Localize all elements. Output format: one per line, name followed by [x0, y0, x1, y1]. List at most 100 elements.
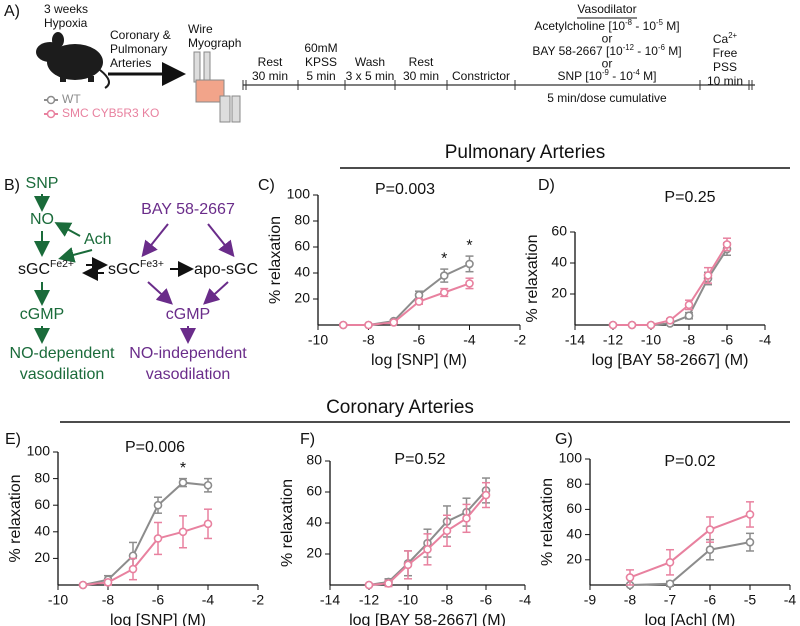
diagram-node: NO-independent — [129, 345, 247, 362]
arrow — [141, 223, 169, 258]
y-axis-label: % relaxation — [524, 234, 541, 322]
text-line: Acetylcholine [10-8 - 10-5 M] — [534, 18, 679, 34]
data-point — [439, 288, 449, 297]
text-part: - 10 — [634, 44, 658, 58]
series-line — [343, 262, 470, 326]
arrow — [54, 222, 81, 237]
series-line — [82, 481, 209, 586]
annotation: P=0.006 — [125, 439, 185, 456]
data-point — [705, 545, 715, 555]
panel-label: D) — [538, 177, 555, 194]
y-tick-label: 20 — [306, 545, 322, 561]
diagram-node: cGMP — [20, 306, 64, 323]
data-point — [705, 525, 715, 534]
data-point — [665, 579, 675, 589]
superscript: 2+ — [728, 31, 737, 40]
chart: E) P=0.006 20 40 60 80 100 -10 -8 -6 -4 -2 log [SNP]… — [5, 431, 264, 626]
myograph-label: Myograph — [188, 36, 241, 50]
superscript: -4 — [633, 68, 641, 77]
x-axis-label: log [BAY 58-2667] (M) — [592, 352, 749, 369]
text-part: SNP [10 — [557, 69, 602, 83]
section-title: Pulmonary Arteries — [445, 142, 606, 163]
series-line — [629, 513, 751, 579]
series-line — [613, 248, 728, 326]
x-tick-label: -8 — [624, 592, 637, 608]
x-tick-label: -8 — [362, 332, 375, 348]
text-line: Constrictor — [452, 69, 510, 83]
diagram-node: apo-sGC — [194, 261, 258, 278]
y-tick-label: 60 — [566, 500, 582, 516]
diagram-node: sGCFe2+ — [18, 259, 74, 278]
y-tick-label: 20 — [34, 549, 50, 565]
diagram-node: cGMP — [166, 306, 210, 323]
significance-star: * — [441, 250, 447, 267]
annotation: P=0.003 — [375, 181, 435, 198]
data-point — [646, 320, 656, 330]
arteries-label: Pulmonary — [110, 42, 167, 56]
superscript: -8 — [625, 18, 632, 27]
legend-swatch — [46, 95, 56, 105]
x-tick-label: -7 — [664, 592, 677, 608]
data-point — [414, 297, 424, 306]
legend-label: WT — [62, 92, 81, 106]
data-point — [403, 560, 413, 570]
data-point — [722, 240, 732, 249]
diagram-node: vasodilation — [20, 366, 105, 383]
data-point — [481, 490, 491, 500]
x-tick-label: -8 — [102, 592, 115, 608]
text-line: Free — [713, 46, 738, 60]
arteries-label: Arteries — [110, 56, 151, 70]
chart: D) P=0.25 20 40 60 -14 -12 -10 -8 -6 -4 log [BAY 58… — [524, 177, 771, 369]
text-part: - 10 — [609, 69, 633, 83]
y-axis-label: % relaxation — [539, 478, 556, 566]
superscript: -9 — [602, 68, 609, 77]
data-point — [103, 578, 113, 587]
myograph-label: Wire — [188, 22, 213, 36]
y-tick-label: 40 — [34, 523, 50, 539]
diagram-node: sGCFe3+ — [108, 259, 164, 278]
text-part: - 10 — [632, 19, 656, 33]
text-line: Rest — [258, 55, 283, 69]
diagram-node: BAY 58-2667 — [141, 201, 235, 218]
x-tick-label: -10 — [641, 332, 661, 348]
data-point — [153, 500, 163, 510]
data-point — [442, 526, 452, 536]
y-tick-label: 60 — [551, 223, 567, 239]
data-point — [627, 320, 637, 330]
data-point — [423, 545, 432, 554]
text-part: M] — [640, 69, 657, 83]
text-line: 3 x 5 min — [346, 69, 395, 83]
y-tick-label: 80 — [566, 475, 582, 491]
x-tick-label: -12 — [603, 332, 623, 348]
chart: C) P=0.003 20 40 60 80 100 -10 -8 -6 -4 -2 log [SNP]… — [258, 177, 526, 369]
y-tick-label: 60 — [34, 496, 50, 512]
x-tick-label: -2 — [252, 592, 265, 608]
data-point — [384, 579, 393, 588]
data-point — [684, 311, 694, 321]
text-part: or — [602, 57, 613, 71]
x-axis-label: log [Ach] (M) — [645, 612, 736, 626]
y-axis-label: % relaxation — [267, 216, 284, 304]
y-axis-label: % relaxation — [7, 474, 24, 562]
text-line: 30 min — [252, 69, 288, 83]
panel-label: E) — [5, 431, 21, 448]
text-part: PSS — [713, 60, 737, 74]
arrow — [58, 247, 93, 263]
legend-swatch — [46, 109, 56, 119]
data-point — [684, 300, 694, 310]
x-tick-label: -5 — [744, 592, 757, 608]
y-tick-label: 20 — [294, 290, 310, 306]
y-tick-label: 40 — [551, 254, 567, 270]
mouse-label: Hypoxia — [44, 16, 88, 30]
superscript: -6 — [658, 43, 665, 52]
diagram-node: NO-dependent — [10, 345, 116, 362]
data-point — [178, 527, 188, 537]
x-tick-label: -6 — [721, 332, 734, 348]
x-tick-label: -6 — [480, 592, 493, 608]
text-line: Ca2+ — [713, 31, 738, 47]
chart: F) P=0.52 20 40 60 80 -14 -12 -10 -8 -6 -4 log [BAY … — [279, 431, 531, 626]
text-line: PSS — [713, 60, 737, 74]
significance-star: * — [466, 237, 472, 254]
data-point — [439, 271, 449, 280]
data-point — [703, 271, 713, 280]
